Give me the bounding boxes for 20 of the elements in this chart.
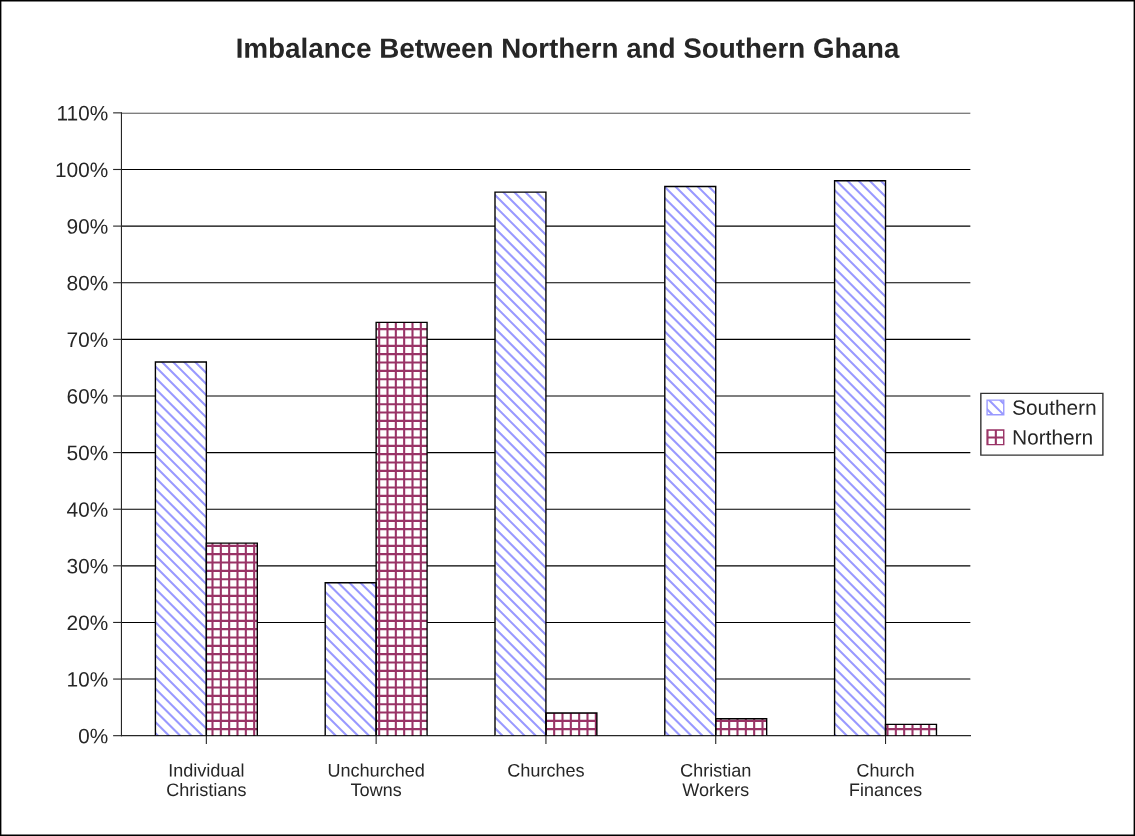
y-tick-label: 70%: [67, 332, 108, 348]
y-tick-label: 110%: [58, 105, 108, 121]
y-tick-label: 10%: [68, 672, 108, 687]
x-tick-label: Unchurched Towns: [328, 763, 424, 797]
x-tick-label: Church Finances: [850, 763, 922, 797]
legend-label: Southern: [1013, 399, 1096, 415]
legend-label: Northern: [1013, 429, 1092, 445]
y-tick-label: 90%: [67, 219, 108, 234]
x-tick-label: Christian Workers: [681, 763, 751, 797]
y-tick-label: 60%: [67, 388, 108, 404]
y-tick-label: 50%: [67, 445, 108, 461]
y-tick-label: 80%: [67, 275, 108, 291]
y-tick-label: 20%: [67, 615, 108, 631]
y-tick-label: 30%: [67, 558, 108, 574]
y-tick-label: 40%: [67, 502, 108, 517]
y-tick-label: 0%: [78, 728, 108, 744]
x-tick-label: Churches: [508, 763, 584, 777]
y-tick-label: 100%: [56, 162, 108, 178]
x-tick-label: Individual Christians: [167, 763, 246, 797]
chart-title: Imbalance Between Northern and Southern Ghana: [237, 37, 900, 59]
